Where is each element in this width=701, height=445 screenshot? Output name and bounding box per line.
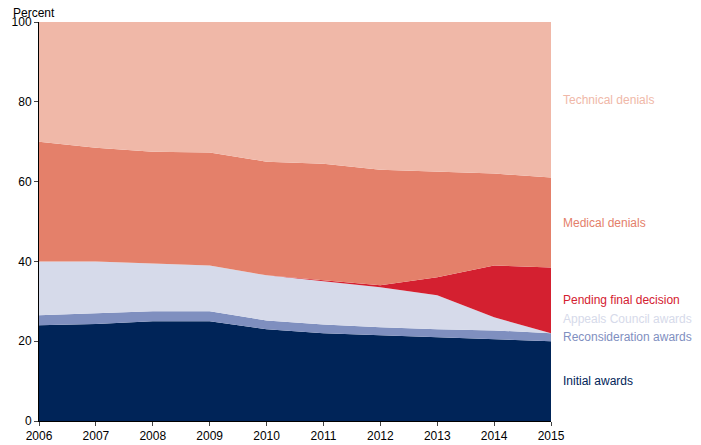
svg-text:Pending final decision: Pending final decision <box>563 293 680 307</box>
svg-text:0: 0 <box>25 414 32 428</box>
svg-text:2015: 2015 <box>538 429 565 443</box>
svg-text:2011: 2011 <box>311 429 337 443</box>
svg-text:Medical denials: Medical denials <box>563 216 646 230</box>
svg-text:2008: 2008 <box>139 429 166 443</box>
svg-text:Technical denials: Technical denials <box>563 93 654 107</box>
svg-text:100: 100 <box>12 15 32 29</box>
svg-text:2012: 2012 <box>367 429 394 443</box>
svg-text:40: 40 <box>18 255 32 269</box>
svg-text:Appeals Council awards: Appeals Council awards <box>563 312 692 326</box>
svg-text:Reconsideration awards: Reconsideration awards <box>563 330 692 344</box>
svg-text:20: 20 <box>18 334 32 348</box>
svg-text:2006: 2006 <box>26 429 53 443</box>
svg-text:Percent: Percent <box>13 6 55 20</box>
svg-text:Initial awards: Initial awards <box>563 374 633 388</box>
svg-text:60: 60 <box>18 175 32 189</box>
svg-text:2010: 2010 <box>253 429 280 443</box>
svg-text:80: 80 <box>18 95 32 109</box>
svg-text:2013: 2013 <box>424 429 451 443</box>
svg-text:2014: 2014 <box>481 429 508 443</box>
svg-text:2007: 2007 <box>83 429 110 443</box>
svg-text:2009: 2009 <box>196 429 223 443</box>
